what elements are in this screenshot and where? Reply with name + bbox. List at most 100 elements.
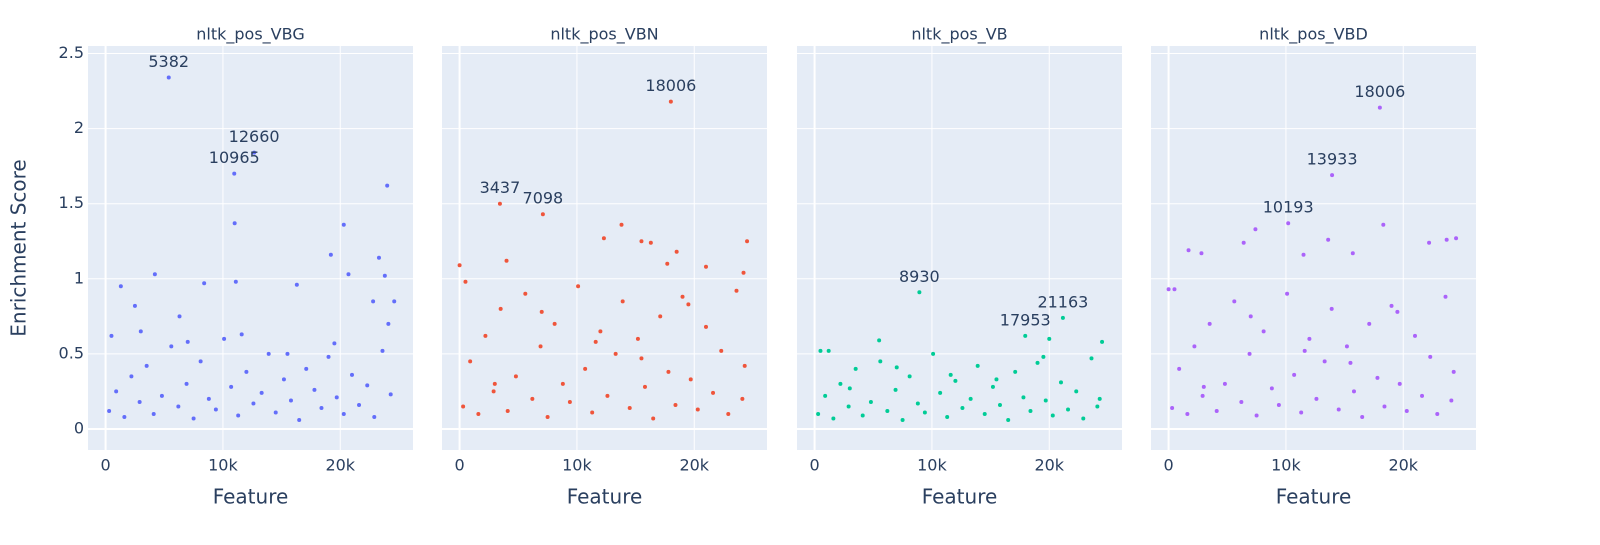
data-point <box>132 303 137 308</box>
annotation: 12660 <box>229 127 280 146</box>
data-point <box>601 236 606 241</box>
data-point <box>372 414 377 419</box>
data-point <box>673 402 678 407</box>
data-point <box>1299 410 1304 415</box>
data-point <box>1028 408 1033 413</box>
data-point <box>244 369 249 374</box>
data-point <box>491 389 496 394</box>
annotation: 10965 <box>209 148 260 167</box>
data-point <box>1292 372 1297 377</box>
x-tick-label: 20k <box>679 456 709 475</box>
data-point <box>273 410 278 415</box>
data-point <box>118 284 123 289</box>
data-point <box>674 249 679 254</box>
data-point <box>504 258 509 263</box>
data-point <box>968 396 973 401</box>
data-point <box>1043 398 1048 403</box>
data-point <box>288 398 293 403</box>
data-point <box>538 344 543 349</box>
data-point <box>741 270 746 275</box>
data-point <box>166 75 171 80</box>
data-point <box>915 401 920 406</box>
data-point <box>1035 360 1040 365</box>
data-point <box>1443 294 1448 299</box>
data-point <box>552 321 557 326</box>
data-point <box>1023 333 1028 338</box>
data-point <box>642 384 647 389</box>
data-point <box>846 404 851 409</box>
data-point <box>176 404 181 409</box>
data-point <box>1081 416 1086 421</box>
data-point <box>997 402 1002 407</box>
data-point <box>598 329 603 334</box>
data-point <box>1239 399 1244 404</box>
data-point <box>1420 393 1425 398</box>
data-point <box>137 399 142 404</box>
data-point <box>576 284 581 289</box>
data-point <box>294 282 299 287</box>
data-point <box>960 405 965 410</box>
data-point <box>122 414 127 419</box>
data-point <box>1454 236 1459 241</box>
data-point <box>1344 344 1349 349</box>
data-point <box>1360 414 1365 419</box>
data-point <box>931 351 936 356</box>
data-point <box>1307 336 1312 341</box>
data-point <box>686 302 691 307</box>
data-point <box>703 324 708 329</box>
data-point <box>1367 321 1372 326</box>
data-point <box>1214 408 1219 413</box>
data-point <box>853 366 858 371</box>
data-point <box>388 392 393 397</box>
data-point <box>816 411 821 416</box>
data-point <box>304 366 309 371</box>
x-axis-label: Feature <box>567 485 643 509</box>
data-point <box>1013 369 1018 374</box>
data-point <box>144 363 149 368</box>
data-point <box>476 411 481 416</box>
data-point <box>826 348 831 353</box>
data-point <box>680 294 685 299</box>
x-tick-label: 0 <box>1164 456 1174 475</box>
data-point <box>1286 221 1291 226</box>
data-point <box>1047 336 1052 341</box>
data-point <box>823 393 828 398</box>
data-point <box>1301 252 1306 257</box>
data-point <box>894 365 899 370</box>
data-point <box>639 356 644 361</box>
data-point <box>232 221 237 226</box>
data-point <box>982 411 987 416</box>
data-point <box>948 372 953 377</box>
data-point <box>668 99 673 104</box>
data-point <box>878 359 883 364</box>
data-point <box>1395 309 1400 314</box>
data-point <box>1351 389 1356 394</box>
data-point <box>665 261 670 266</box>
data-point <box>1058 380 1063 385</box>
annotation: 13933 <box>1307 150 1358 169</box>
data-point <box>513 374 518 379</box>
data-point <box>229 384 234 389</box>
data-point <box>1186 248 1191 253</box>
data-point <box>590 410 595 415</box>
data-point <box>742 363 747 368</box>
data-point <box>1185 411 1190 416</box>
data-point <box>868 399 873 404</box>
data-point <box>222 336 227 341</box>
data-point <box>1201 384 1206 389</box>
data-point <box>953 378 958 383</box>
data-point <box>326 354 331 359</box>
data-point <box>463 279 468 284</box>
data-point <box>658 314 663 319</box>
data-point <box>334 395 339 400</box>
data-point <box>1166 287 1171 292</box>
data-point <box>613 351 618 356</box>
data-point <box>539 309 544 314</box>
data-point <box>1269 386 1274 391</box>
data-point <box>1375 375 1380 380</box>
data-point <box>1200 393 1205 398</box>
data-point <box>114 389 119 394</box>
data-point <box>560 381 565 386</box>
data-point <box>1006 417 1011 422</box>
